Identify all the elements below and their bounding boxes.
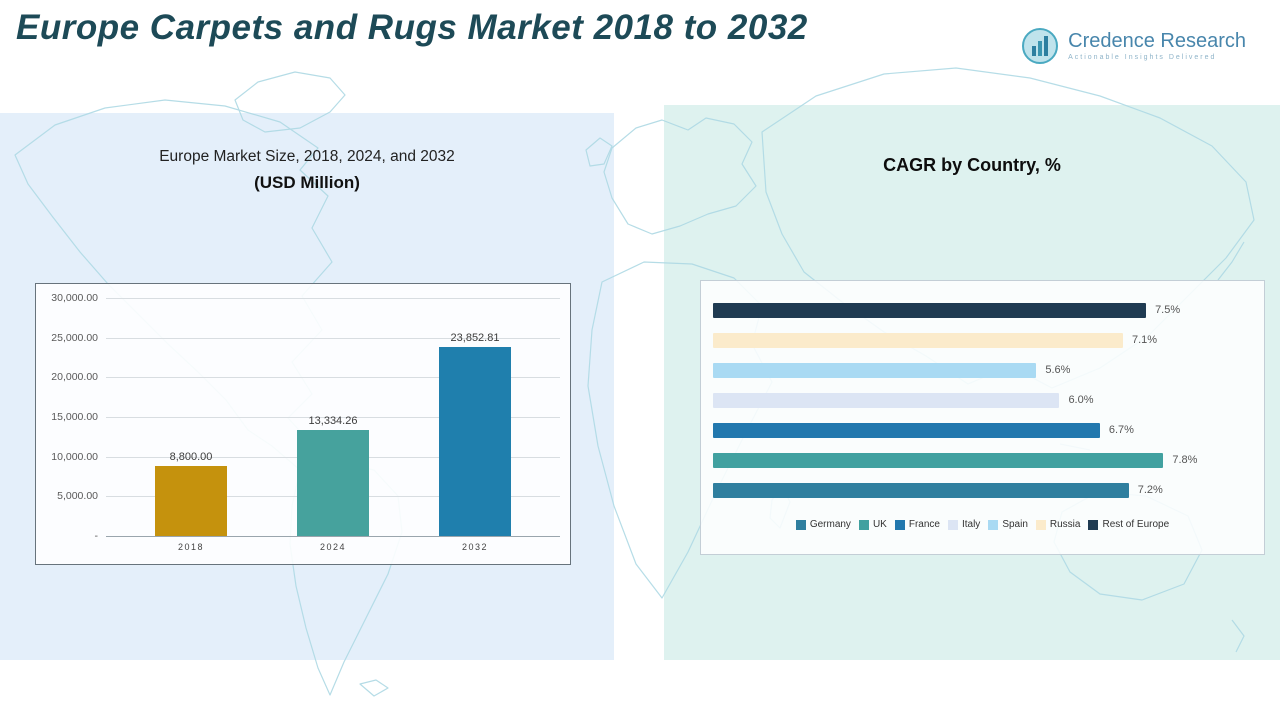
bar-value-label: 23,852.81 [450, 331, 500, 344]
page-title: Europe Carpets and Rugs Market 2018 to 2… [16, 8, 808, 47]
legend-item-russia: Russia [1035, 519, 1081, 530]
x-axis-tick-label: 2018 [177, 542, 205, 552]
legend-item-rest-of-europe: Rest of Europe [1088, 519, 1169, 530]
cagr-bar-russia [713, 332, 1123, 348]
bar-group-2024: 13,334.26 [274, 298, 392, 536]
bar-value-label: 13,334.26 [308, 415, 358, 428]
market-size-chart-area: 30,000.00 25,000.00 20,000.00 15,000.00 10,0… [36, 284, 570, 564]
cagr-bar-row-russia: 7.1% [713, 325, 1250, 355]
bar-group-2018: 8,800.00 [132, 298, 250, 536]
market-size-chart: 30,000.00 25,000.00 20,000.00 15,000.00 10,0… [35, 283, 571, 565]
y-axis-tick-label: 5,000.00 [57, 490, 98, 503]
cagr-value-label: 5.6% [1045, 364, 1071, 376]
bar-value-label: 8,800.00 [169, 451, 213, 464]
bars: 8,800.00 13,334.26 23,852.81 [106, 298, 560, 536]
cagr-bar-uk [713, 452, 1164, 468]
legend-item-italy: Italy [947, 519, 981, 530]
y-axis-tick-label: 20,000.00 [51, 371, 98, 384]
cagr-value-label: 7.1% [1131, 334, 1158, 346]
market-size-title: Europe Market Size, 2018, 2024, and 2032… [0, 148, 614, 193]
cagr-bar-row-germany: 7.2% [713, 475, 1250, 505]
legend-item-france: France [894, 519, 940, 530]
market-size-title-text: Europe Market Size, 2018, 2024, and 2032 [159, 148, 455, 165]
cagr-bar-row-france: 6.7% [713, 415, 1250, 445]
legend-swatch [947, 519, 958, 530]
y-axis-tick-label: 30,000.00 [51, 292, 98, 304]
legend-label: Rest of Europe [1102, 519, 1170, 530]
y-axis-labels: 30,000.00 25,000.00 20,000.00 15,000.00 10,0… [40, 292, 106, 542]
legend-item-spain: Spain [988, 519, 1028, 530]
legend-item-germany: Germany [795, 519, 851, 530]
legend-swatch [795, 519, 806, 530]
legend-item-uk: UK [858, 519, 887, 530]
plot-column: 8,800.00 13,334.26 23,852.81 2018 2024 2032 [106, 298, 560, 560]
cagr-bar-row-italy: 6.0% [713, 385, 1250, 415]
y-axis-tick-label: 15,000.00 [51, 411, 98, 423]
legend-label: Italy [961, 519, 981, 530]
logo-icon [1022, 28, 1059, 64]
x-axis-labels: 2018 2024 2032 [106, 542, 560, 552]
legend-label: UK [872, 519, 887, 530]
cagr-value-label: 7.2% [1137, 484, 1163, 496]
logo-text: Credence Research [1068, 30, 1246, 52]
y-axis-tick-label: - [94, 530, 99, 542]
cagr-bar-row-rest-of-europe: 7.5% [713, 295, 1250, 325]
logo: Credence Research Actionable Insights De… [1020, 26, 1246, 66]
cagr-bar-rest-of-europe [713, 302, 1147, 318]
market-size-title-units: (USD Million) [254, 173, 360, 192]
bar-group-2032: 23,852.81 [416, 298, 534, 536]
bar-2032 [439, 346, 511, 536]
legend-swatch [1035, 519, 1046, 530]
x-axis-tick-label: 2024 [319, 542, 347, 552]
legend: Germany UK France Italy Spain Russia Rest of E… [701, 519, 1264, 530]
cagr-bar-row-spain: 5.6% [713, 355, 1250, 385]
cagr-bar-germany [713, 482, 1129, 498]
legend-label: Russia [1049, 519, 1081, 530]
cagr-value-label: 6.7% [1108, 424, 1134, 436]
y-axis-tick-label: 25,000.00 [51, 331, 98, 344]
gridline [106, 536, 560, 537]
legend-swatch [894, 519, 905, 530]
legend-swatch [1088, 519, 1099, 530]
cagr-bar-row-uk: 7.8% [713, 445, 1250, 475]
bar-2024 [297, 430, 369, 536]
bar-2018 [155, 466, 227, 536]
cagr-title: CAGR by Country, % [883, 155, 1061, 175]
y-axis-tick-label: 10,000.00 [51, 450, 98, 463]
cagr-value-label: 6.0% [1068, 394, 1094, 406]
legend-label: France [908, 519, 940, 530]
cagr-value-label: 7.8% [1172, 454, 1198, 466]
cagr-bars: 7.5% 7.1% 5.6% 6.0% 6.7% 7.8% 7.2% [701, 281, 1264, 505]
logo-tagline: Actionable Insights Delivered [1068, 54, 1217, 61]
legend-swatch [988, 519, 999, 530]
cagr-value-label: 7.5% [1155, 304, 1181, 316]
cagr-bar-france [713, 422, 1100, 438]
plot-area: 8,800.00 13,334.26 23,852.81 [106, 298, 560, 537]
legend-swatch [858, 519, 869, 530]
legend-label: Spain [1002, 519, 1028, 530]
legend-label: Germany [809, 519, 851, 530]
cagr-chart: 7.5% 7.1% 5.6% 6.0% 6.7% 7.8% 7.2% Germany UK Fra… [700, 280, 1265, 555]
x-axis-tick-label: 2032 [461, 542, 489, 552]
cagr-bar-spain [713, 362, 1037, 378]
cagr-bar-italy [713, 392, 1060, 408]
